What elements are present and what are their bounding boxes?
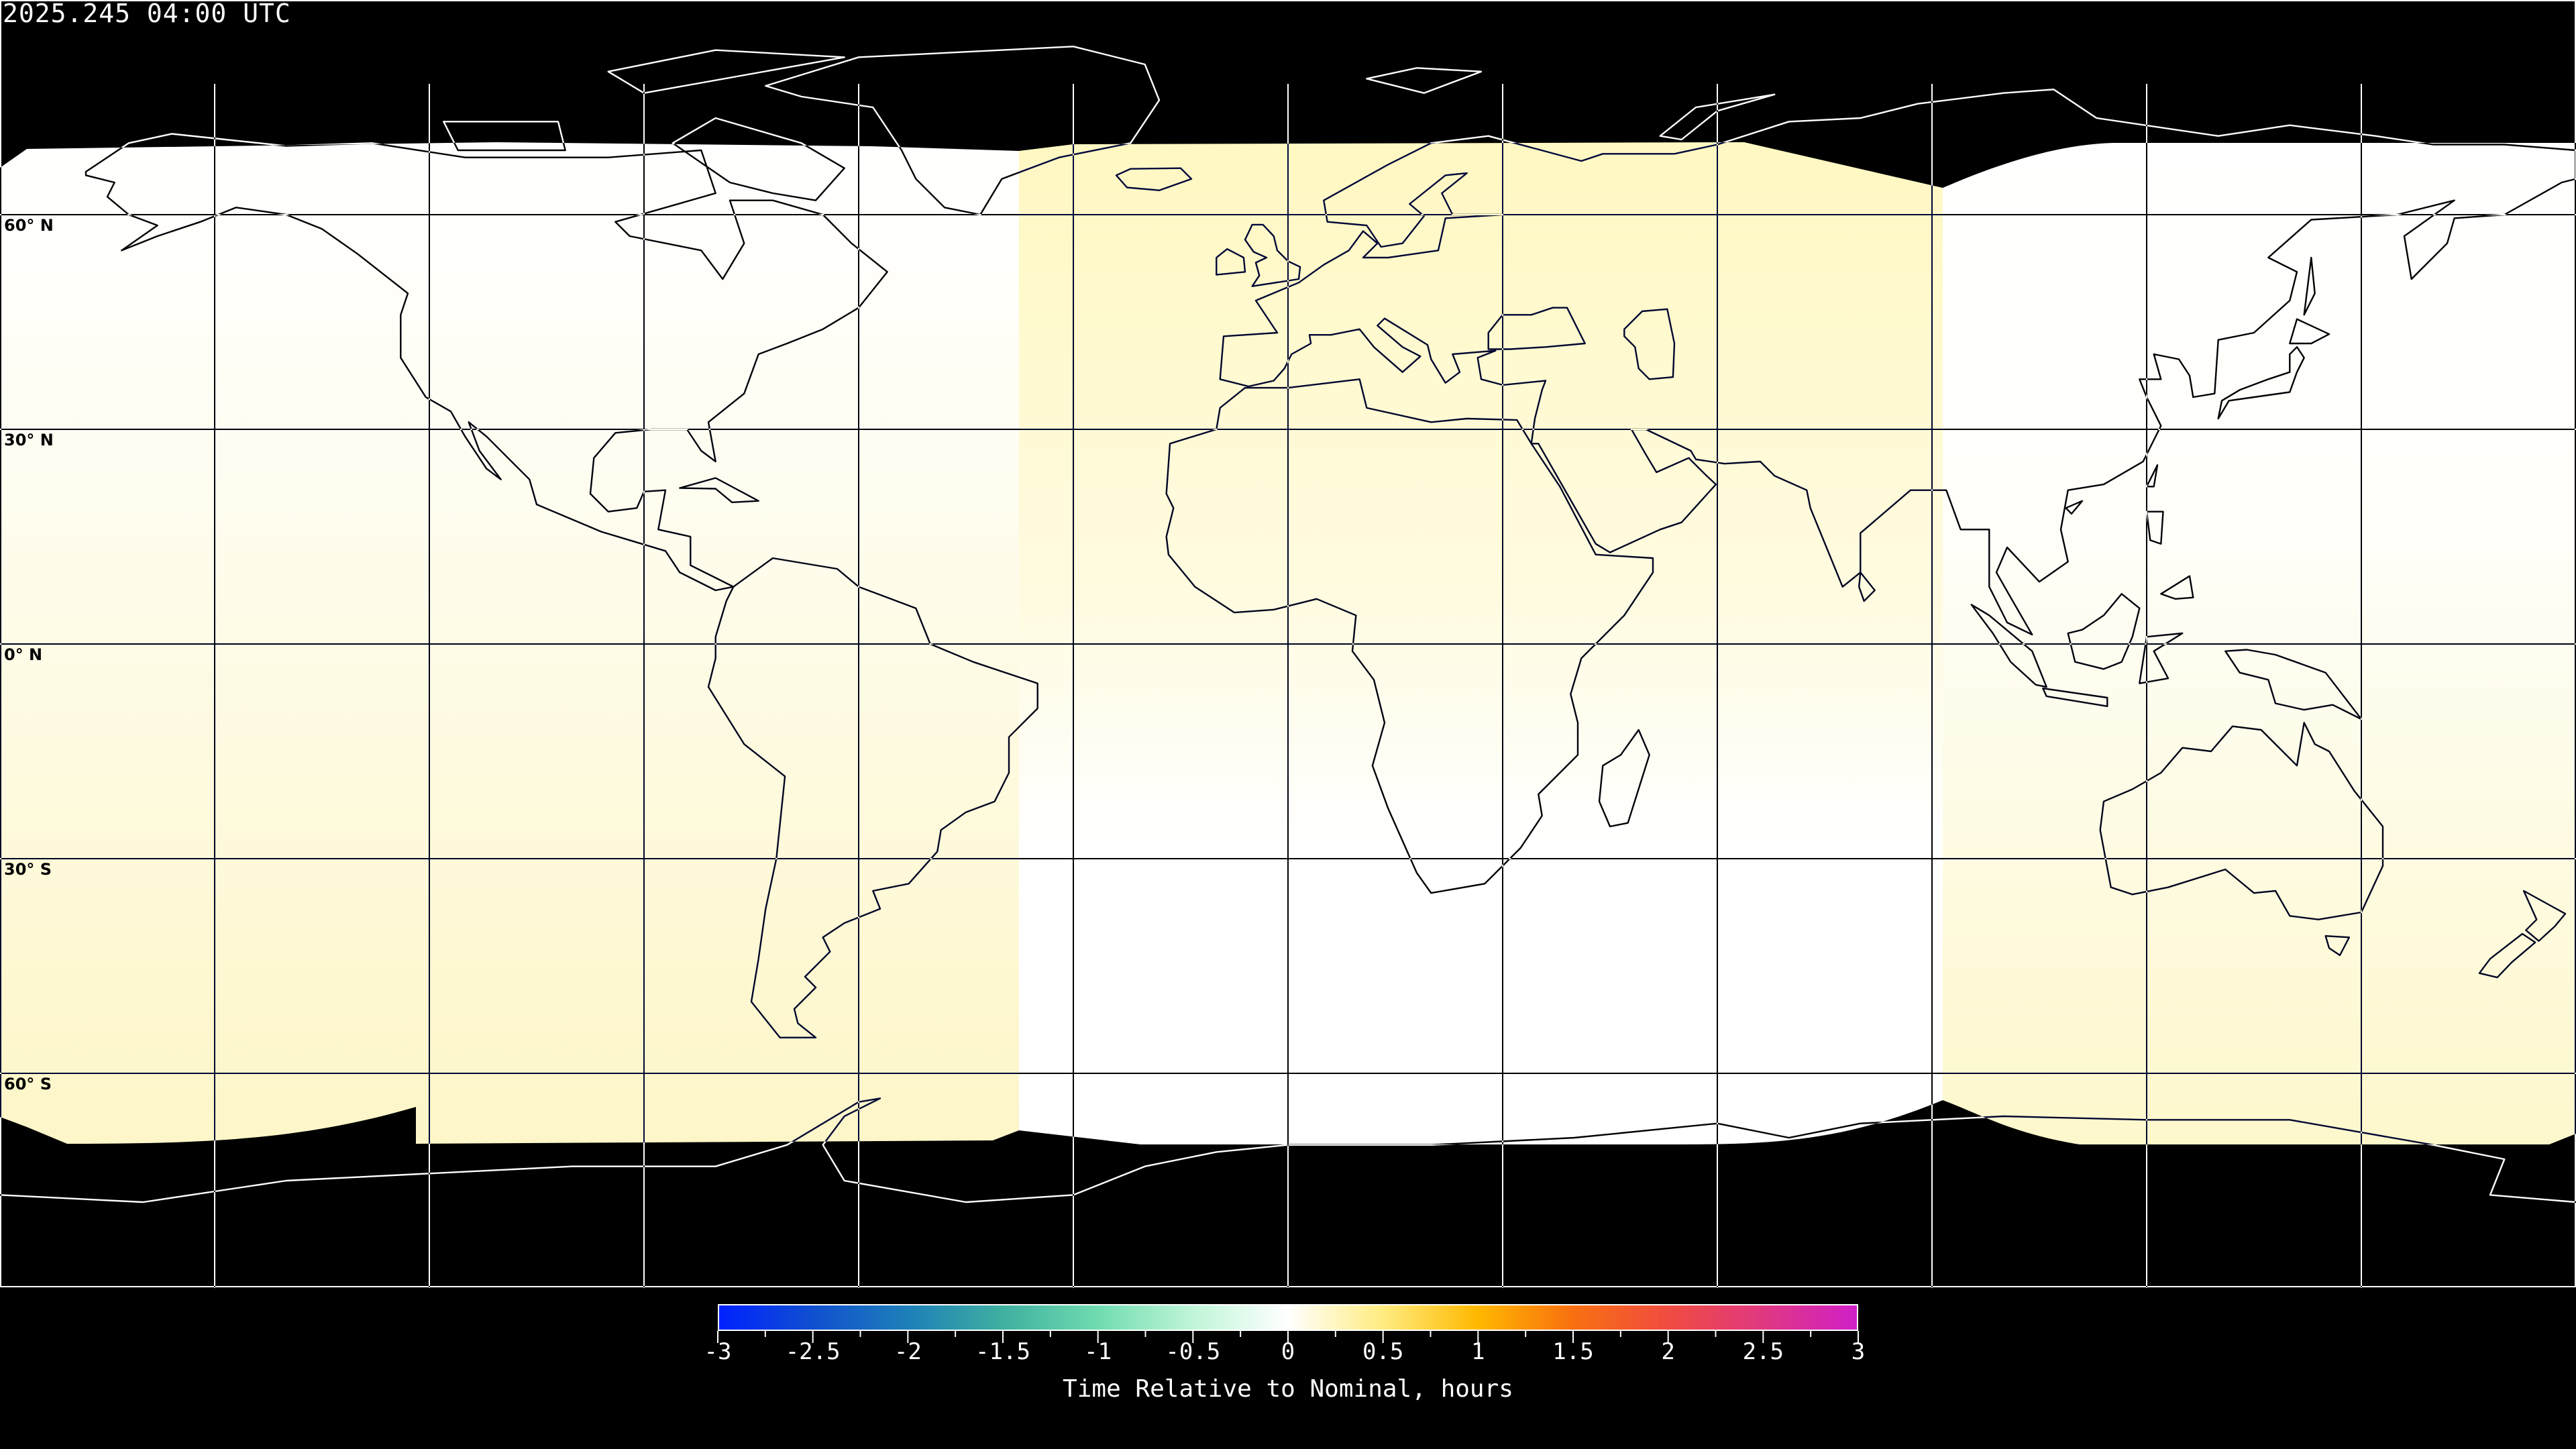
coastline-baffin xyxy=(672,117,845,201)
coastline-borneo xyxy=(2067,593,2141,670)
colorbar-tick-label: -1 xyxy=(1084,1338,1112,1365)
coastline-nz-north xyxy=(2522,890,2567,942)
timestamp-title: 2025.245 04:00 UTC xyxy=(3,0,291,28)
world-map xyxy=(0,0,2576,1288)
coastline-ellesmere xyxy=(607,49,845,94)
graticule xyxy=(0,84,2576,1288)
colorbar-tick-label: -2.5 xyxy=(785,1338,841,1365)
colorbar-tick-label: 2.5 xyxy=(1742,1338,1784,1365)
coastline-sakhalin xyxy=(2303,256,2316,316)
coastline-mindanao xyxy=(2160,575,2194,600)
colorbar-tick-label: 0.5 xyxy=(1362,1338,1404,1365)
coastlines xyxy=(0,46,2576,1203)
coastline-africa xyxy=(1165,378,1654,894)
coastline-antarctica xyxy=(0,1097,2576,1203)
colorbar-tick-label: -0.5 xyxy=(1165,1338,1221,1365)
coastline-south-america xyxy=(707,557,1038,1038)
coastline-iceland xyxy=(1115,167,1193,191)
colorbar-ticks xyxy=(717,1331,1859,1343)
coastline-black-sea xyxy=(1487,307,1586,350)
coastline-java xyxy=(2042,687,2108,707)
coastline-tasmania xyxy=(2324,935,2351,957)
coastline-great-britain xyxy=(1244,223,1301,287)
coastline-hokkaido xyxy=(2289,318,2330,345)
coastline-madagascar xyxy=(1598,729,1650,828)
coastline-victoria xyxy=(443,121,566,152)
colorbar-tick-label: 0 xyxy=(1281,1338,1295,1365)
coastline-svalbard xyxy=(1366,67,1483,94)
coastline-taiwan xyxy=(2145,464,2159,488)
coastline-eurasia xyxy=(1219,89,2576,636)
colorbar-tick-label: -2 xyxy=(894,1338,922,1365)
colorbar-tick-label: 2 xyxy=(1661,1338,1675,1365)
coastline-novaya-zemlya xyxy=(1659,93,1776,141)
colorbar-tick-label: 1.5 xyxy=(1552,1338,1594,1365)
coastline-honshu xyxy=(2217,346,2305,420)
colorbar-tick-label: 3 xyxy=(1851,1338,1866,1365)
coastline-australia xyxy=(2099,722,2384,920)
coastline-sri-lanka xyxy=(1858,572,1876,602)
coverage-left xyxy=(0,142,1019,1144)
map-frame xyxy=(0,0,2576,1287)
coastline-hainan xyxy=(2065,500,2084,515)
colorbar-label: Time Relative to Nominal, hours xyxy=(1063,1375,1513,1403)
coastline-ireland xyxy=(1216,248,1246,276)
colorbar-tick-label: -3 xyxy=(704,1338,732,1365)
coastline-caspian-sea xyxy=(1623,308,1676,380)
lat-label-60s: 60° S xyxy=(4,1075,52,1093)
colorbar xyxy=(718,1304,1858,1331)
coastline-new-guinea xyxy=(2224,649,2363,720)
coastline-cuba xyxy=(679,477,759,503)
lat-label-0n: 0° N xyxy=(4,645,43,664)
coastline-north-america xyxy=(85,133,888,592)
coastline-nz-south xyxy=(2478,932,2536,979)
coastline-sulawesi xyxy=(2139,632,2184,684)
coastline-luzon xyxy=(2145,511,2164,545)
coastline-greenland xyxy=(765,46,1161,216)
lat-label-30s: 30° S xyxy=(4,860,52,879)
colorbar-tick-label: -1.5 xyxy=(975,1338,1030,1365)
coastline-sumatra xyxy=(1970,604,2047,688)
lat-label-30n: 30° N xyxy=(4,431,54,449)
lat-label-60n: 60° N xyxy=(4,216,54,235)
colorbar-tick-label: 1 xyxy=(1471,1338,1485,1365)
